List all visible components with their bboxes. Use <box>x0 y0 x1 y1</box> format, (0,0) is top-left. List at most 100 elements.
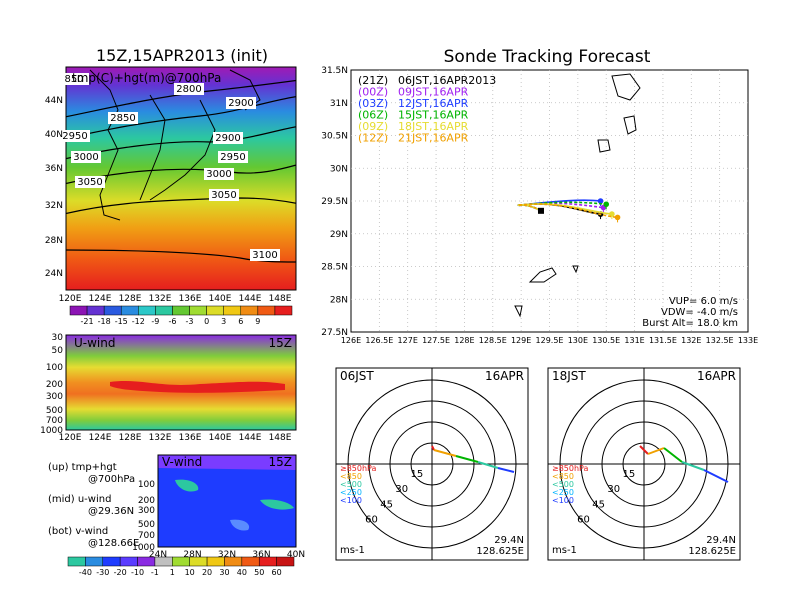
lon-tick-label: 126.5E <box>365 336 393 345</box>
lon-tick-label: 128E <box>119 433 142 443</box>
level-legend: <250 <box>552 488 574 497</box>
level-legend: <100 <box>340 496 362 505</box>
left-title: 15Z,15APR2013 (init) <box>96 46 268 65</box>
hodo-date: 16APR <box>697 369 736 383</box>
ring-label: 60 <box>365 514 378 525</box>
contour-label: 2900 <box>215 133 240 144</box>
contour-labels: 2800 2850 2900 2900 2950 2950 3000 3000 3050 3050… <box>59 73 280 261</box>
lat-tick-label: 29.5N <box>321 197 348 207</box>
contour-label: 3100 <box>252 250 277 261</box>
lon-tick-label: 128E <box>454 336 474 345</box>
contour-label: 2950 <box>220 152 245 163</box>
level-legend: <850 <box>340 472 362 481</box>
colorbar-cell <box>224 556 243 567</box>
colorbar-label: 1 <box>170 568 175 577</box>
colorbar-cell <box>119 556 138 567</box>
legend-line: @29.36N <box>88 506 134 517</box>
level-tick-label: 50 <box>52 346 64 356</box>
level-legend: <100 <box>552 496 574 505</box>
colorbar-label: -20 <box>114 568 127 577</box>
lat-ticks: 44N 40N 36N 32N 28N 24N <box>45 96 63 279</box>
level-tick-label: 300 <box>138 506 155 516</box>
colorbar-label: -30 <box>96 568 109 577</box>
lon-tick-label: 127E <box>398 336 418 345</box>
lat-tick-label: 31N <box>330 99 348 109</box>
contour-label-bg <box>250 249 280 261</box>
colorbar-label: 30 <box>219 568 229 577</box>
lon-tick-label: 128E <box>119 294 142 304</box>
colorbar-cell <box>276 556 295 567</box>
colorbar-cell <box>138 305 156 316</box>
lon-tick-label: 132E <box>149 294 172 304</box>
lat-tick-label: 40N <box>287 550 305 560</box>
lon-tick-label: 136E <box>179 294 202 304</box>
ring-label: 30 <box>395 484 408 495</box>
colorbar-cell <box>206 305 224 316</box>
ring-label: 15 <box>623 469 636 480</box>
hodo-segment <box>703 469 729 483</box>
contour-label: 3000 <box>73 152 98 163</box>
level-tick-label: 500 <box>46 406 63 416</box>
lat-tick-label: 30.5N <box>321 132 348 142</box>
lon-tick-label: 128.5E <box>479 336 507 345</box>
island <box>528 267 557 283</box>
level-tick-label: 1000 <box>132 543 155 553</box>
lon-tick-label: 133E <box>738 336 758 345</box>
vwind-time: 15Z <box>269 455 293 469</box>
colorbar-label: -12 <box>132 317 145 326</box>
ring-label: 45 <box>592 499 605 510</box>
lat-tick-label: 44N <box>45 96 63 106</box>
level-legend: <500 <box>552 480 574 489</box>
level-legend: <250 <box>340 488 362 497</box>
contour-line <box>66 96 296 140</box>
colorbar-cell <box>240 305 259 316</box>
landing-point <box>609 211 615 217</box>
colorbar-cell <box>241 556 260 567</box>
hodo-segment <box>431 445 435 451</box>
hodo-lon: 128.625E <box>476 546 524 557</box>
ring-label: 45 <box>380 499 393 510</box>
lon-tick-label: 131.5E <box>649 336 677 345</box>
lat-tick-label: 24N <box>45 269 63 279</box>
legend-line: (up) tmp+hgt <box>48 462 117 473</box>
vwind-label: V-wind <box>162 455 202 469</box>
lon-tick-label: 129E <box>511 336 531 345</box>
lat-tick-label: 29N <box>330 230 348 240</box>
level-tick-label: 700 <box>138 531 155 541</box>
hodo-segment <box>455 455 479 463</box>
colorbar-cell <box>85 556 104 567</box>
colorbar-label: 9 <box>255 317 260 326</box>
hodo-unit: ms-1 <box>340 545 365 556</box>
lat-tick-label: 30N <box>330 164 348 174</box>
launch-time-jst: 15JST,16APR <box>398 109 469 122</box>
colorbar-cell <box>206 556 225 567</box>
colorbar-label: -9 <box>151 317 159 326</box>
contour-label-bg <box>108 112 138 124</box>
hodo-lat: 29.4N <box>706 535 736 546</box>
launch-time-utc: (09Z) <box>358 120 388 133</box>
contour-label: 2800 <box>176 84 201 95</box>
colorbar-cell <box>155 305 173 316</box>
hodo-segment <box>639 445 649 455</box>
hodo-segment <box>681 461 705 471</box>
contour-label: 2850 <box>110 113 135 124</box>
colorbar-cell <box>223 305 242 316</box>
level-legend: <850 <box>552 472 574 481</box>
lat-tick-label: 36N <box>252 550 270 560</box>
colorbar-cell <box>102 556 121 567</box>
colorbar-label: 40 <box>237 568 247 577</box>
map-label: tmp(C)+hgt(m)@700hPa <box>72 71 221 85</box>
colorbar-label: 6 <box>238 317 243 326</box>
lon-tick-label: 130.5E <box>592 336 620 345</box>
island <box>611 73 641 101</box>
panel-legend: (up) tmp+hgt@700hPa (mid) u-wind@29.36N (b… <box>48 462 139 549</box>
colorbar-label: 60 <box>272 568 282 577</box>
level-legend: <500 <box>340 480 362 489</box>
contour-label: 2950 <box>62 131 87 142</box>
contour-label-bg <box>71 151 101 163</box>
contour-line <box>66 249 296 263</box>
colorbar-label: 10 <box>185 568 195 577</box>
